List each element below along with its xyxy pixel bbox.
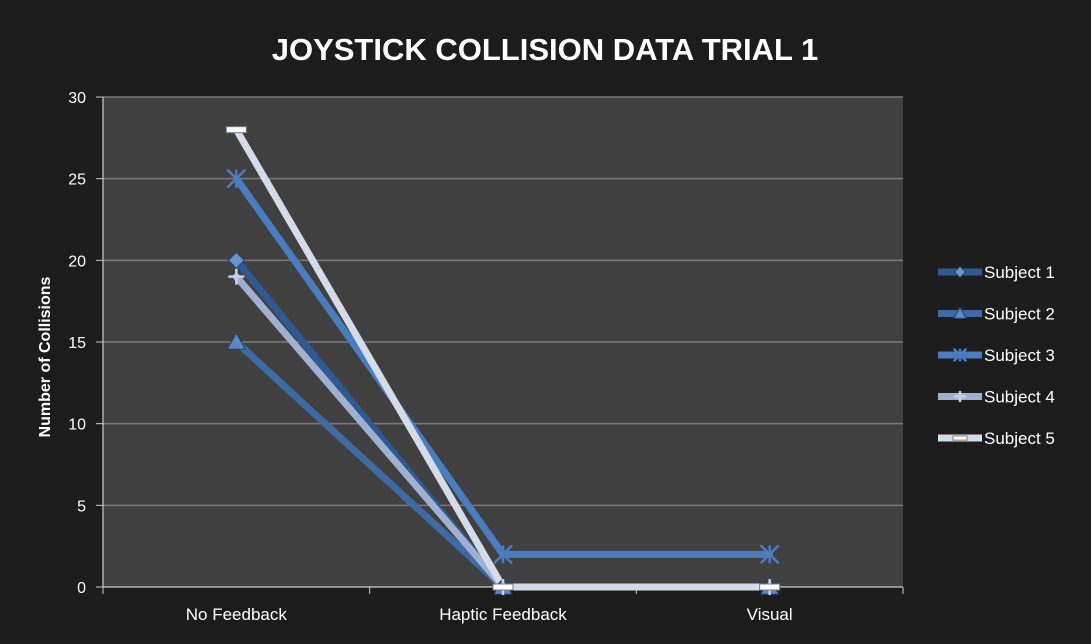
y-axis-label: Number of Collisions (37, 276, 54, 437)
legend-label: Subject 3 (984, 346, 1055, 365)
triangle-marker (952, 306, 968, 320)
y-tick-label: 0 (77, 580, 86, 597)
data-point (759, 544, 780, 565)
legend-label: Subject 1 (984, 263, 1055, 282)
chart-title: JOYSTICK COLLISION DATA TRIAL 1 (272, 32, 819, 67)
y-tick-label: 25 (68, 172, 86, 189)
data-point (493, 544, 513, 565)
y-tick-label: 5 (77, 498, 86, 515)
legend-label: Subject 4 (984, 388, 1055, 407)
data-point (225, 126, 247, 134)
y-tick-label: 10 (68, 417, 86, 434)
legend-item: Subject 4 (938, 388, 1055, 407)
y-tick-label: 20 (68, 253, 86, 270)
legend-item: Subject 3 (938, 346, 1055, 365)
data-point (226, 168, 247, 189)
legend-item: Subject 1 (938, 263, 1055, 282)
data-point (759, 583, 781, 591)
y-tick-label: 30 (68, 90, 86, 107)
legend-item: Subject 5 (938, 429, 1055, 448)
data-point (228, 268, 245, 285)
legend-label: Subject 5 (984, 429, 1055, 448)
data-point (226, 331, 247, 350)
x-tick-label: Haptic Feedback (439, 605, 567, 624)
data-point (227, 251, 246, 270)
x-tick-label: Visual (747, 605, 793, 624)
star-marker (952, 347, 968, 363)
legend-label: Subject 2 (984, 305, 1055, 324)
series-layer (225, 126, 781, 596)
data-point (492, 583, 514, 591)
dash-marker (952, 435, 968, 441)
legend: Subject 1 Subject 2 Subject 3 Subject 4 Subj… (938, 263, 1055, 448)
diamond-marker (953, 265, 967, 279)
x-tick-label: No Feedback (186, 605, 288, 624)
plus-marker (954, 390, 966, 403)
y-tick-label: 15 (68, 335, 86, 352)
legend-item: Subject 2 (938, 305, 1055, 324)
